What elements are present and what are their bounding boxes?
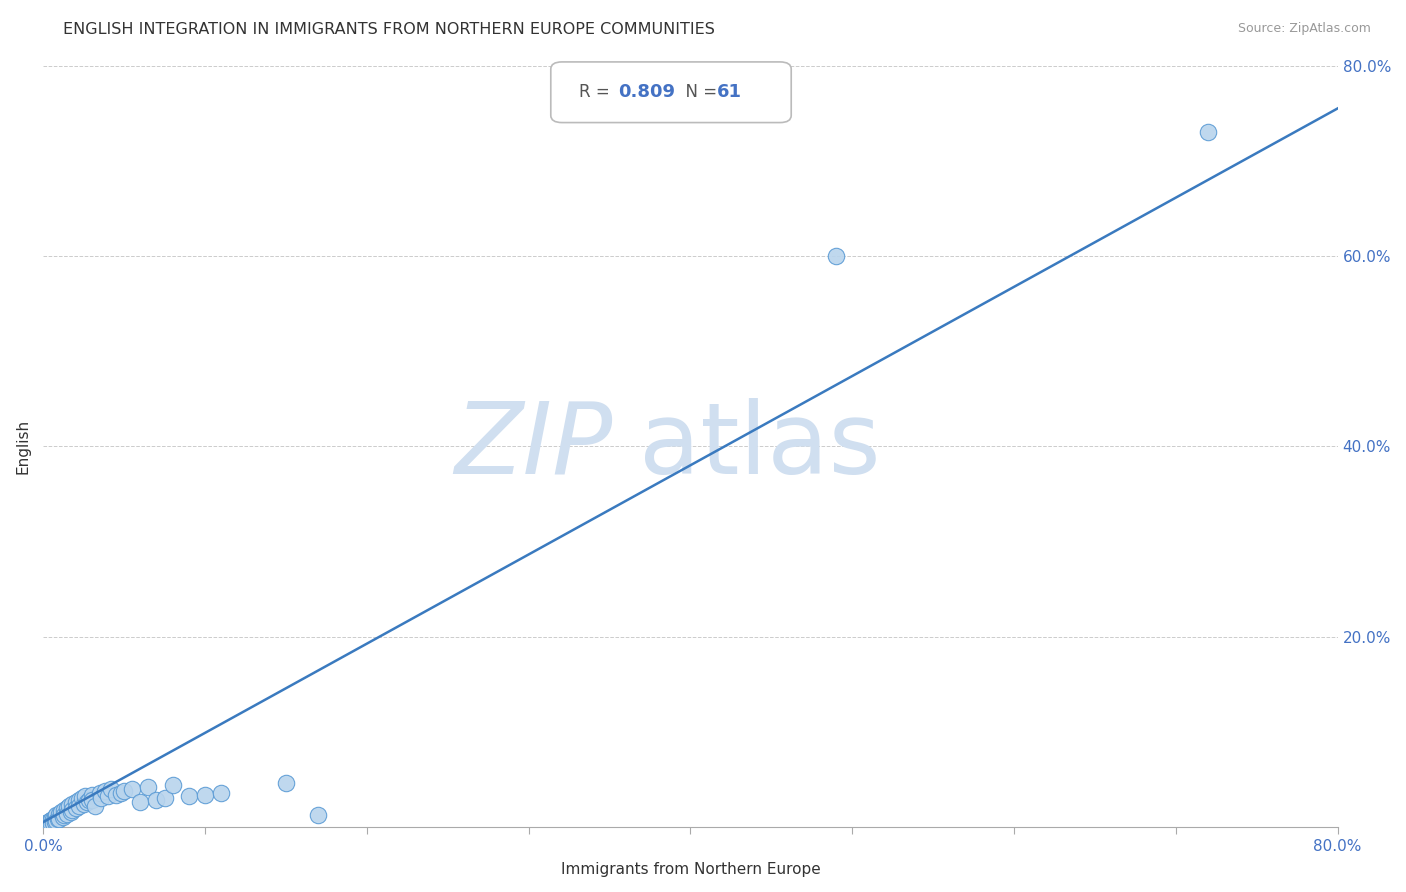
Point bbox=[162, 778, 184, 792]
Text: ZIP: ZIP bbox=[454, 398, 613, 495]
Point bbox=[112, 783, 135, 797]
Point bbox=[110, 786, 132, 800]
Point bbox=[72, 797, 94, 811]
Text: Source: ZipAtlas.com: Source: ZipAtlas.com bbox=[1237, 22, 1371, 36]
Point bbox=[194, 788, 217, 802]
Point bbox=[59, 805, 82, 819]
Point bbox=[58, 799, 80, 814]
Point bbox=[97, 789, 120, 804]
Point bbox=[825, 249, 848, 263]
Point bbox=[39, 817, 62, 831]
Point bbox=[56, 801, 79, 815]
Point bbox=[70, 791, 93, 805]
Point bbox=[274, 776, 297, 790]
Point bbox=[39, 814, 62, 828]
Point bbox=[42, 816, 65, 830]
Point bbox=[52, 810, 75, 824]
Point bbox=[38, 818, 60, 832]
Point bbox=[89, 786, 111, 800]
Point bbox=[60, 797, 83, 811]
Point bbox=[53, 803, 76, 817]
Text: N =: N = bbox=[675, 83, 721, 102]
Point bbox=[48, 812, 70, 826]
Point bbox=[76, 795, 98, 809]
Y-axis label: English: English bbox=[15, 418, 30, 474]
Point bbox=[44, 815, 66, 830]
Text: 61: 61 bbox=[717, 83, 742, 102]
Point bbox=[77, 793, 100, 807]
Point bbox=[121, 781, 143, 796]
Text: R =: R = bbox=[579, 83, 614, 102]
Point bbox=[75, 789, 97, 804]
Text: 0.809: 0.809 bbox=[619, 83, 675, 102]
Point bbox=[45, 808, 67, 822]
Point bbox=[80, 793, 103, 807]
Point bbox=[37, 817, 59, 831]
Point bbox=[35, 819, 58, 833]
Point bbox=[38, 814, 60, 829]
Point bbox=[209, 786, 232, 800]
Point bbox=[84, 799, 107, 814]
Point bbox=[48, 806, 70, 821]
Point bbox=[53, 808, 76, 822]
Point bbox=[100, 781, 122, 796]
Point bbox=[65, 795, 87, 809]
Point bbox=[56, 806, 79, 821]
Point bbox=[80, 788, 103, 802]
Point bbox=[90, 791, 112, 805]
Point bbox=[105, 788, 128, 802]
Text: ENGLISH INTEGRATION IN IMMIGRANTS FROM NORTHERN EUROPE COMMUNITIES: ENGLISH INTEGRATION IN IMMIGRANTS FROM N… bbox=[63, 22, 716, 37]
Point bbox=[138, 780, 160, 794]
Point bbox=[129, 795, 152, 809]
Point bbox=[177, 789, 200, 804]
Point bbox=[49, 805, 72, 819]
Text: atlas: atlas bbox=[638, 398, 880, 495]
Point bbox=[145, 793, 167, 807]
Point bbox=[34, 818, 56, 832]
Point bbox=[153, 791, 176, 805]
Point bbox=[42, 812, 65, 826]
Point bbox=[35, 816, 58, 830]
Point bbox=[65, 801, 87, 815]
Point bbox=[307, 808, 329, 822]
X-axis label: Immigrants from Northern Europe: Immigrants from Northern Europe bbox=[561, 862, 820, 877]
Point bbox=[67, 793, 90, 807]
Point bbox=[1197, 125, 1219, 139]
Point bbox=[37, 815, 59, 830]
Point bbox=[45, 814, 67, 829]
Point bbox=[67, 799, 90, 814]
Point bbox=[60, 803, 83, 817]
Point bbox=[93, 783, 115, 797]
Point bbox=[44, 810, 66, 824]
Point bbox=[46, 812, 69, 826]
